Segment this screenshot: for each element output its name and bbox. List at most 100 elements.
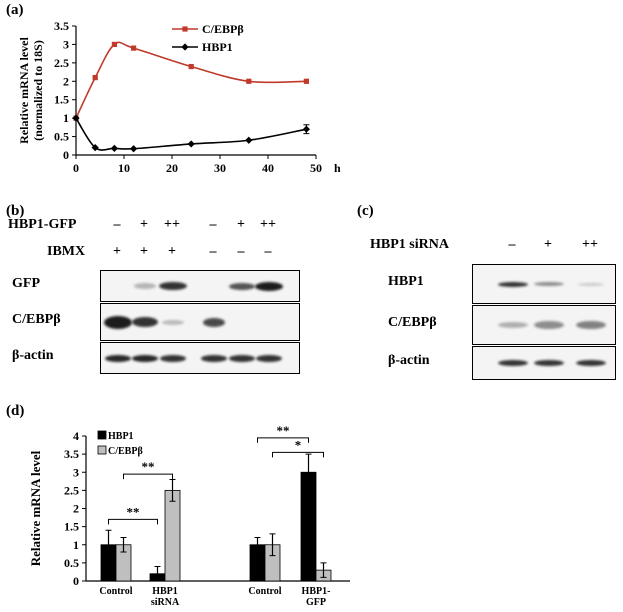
x-tick-label: 30 xyxy=(214,161,226,175)
panel-a-label: (a) xyxy=(6,2,24,18)
protein-band xyxy=(229,354,255,362)
y-tick-label: 1.5 xyxy=(54,93,69,107)
x-category-label: Control xyxy=(99,586,132,597)
protein-band xyxy=(498,281,528,287)
x-unit-label: h xyxy=(334,161,341,175)
legend-label: HBP1 xyxy=(202,40,233,54)
condition-sign: + xyxy=(140,217,148,232)
data-point xyxy=(111,41,117,48)
significance-bracket xyxy=(257,437,309,443)
legend-label: HBP1 xyxy=(108,431,134,442)
condition-label: HBP1 siRNA xyxy=(370,237,449,252)
condition-sign: – xyxy=(237,244,245,259)
y-axis-label: Relative mRNA level xyxy=(28,450,43,566)
panel-d-label: (d) xyxy=(6,403,25,419)
significance-label: ** xyxy=(142,459,155,474)
protein-band xyxy=(105,354,131,362)
condition-sign: ++ xyxy=(164,217,180,232)
protein-band xyxy=(534,360,564,366)
legend-swatch xyxy=(97,445,107,455)
blot-strip xyxy=(100,270,300,302)
x-tick-label: 10 xyxy=(118,161,130,175)
data-point xyxy=(187,140,195,148)
x-category-label: HBP1- xyxy=(302,586,331,597)
series-line xyxy=(75,41,307,119)
data-point xyxy=(72,114,80,122)
protein-band xyxy=(534,321,564,329)
y-tick-label: 0.5 xyxy=(64,556,79,570)
protein-band xyxy=(203,317,225,327)
condition-sign: – xyxy=(508,237,516,252)
condition-sign: ++ xyxy=(260,217,276,232)
significance-label: * xyxy=(295,437,302,452)
blot-strip xyxy=(100,342,300,374)
condition-label: HBP1-GFP xyxy=(8,217,77,232)
condition-sign: ++ xyxy=(582,237,598,252)
condition-sign: + xyxy=(168,244,176,259)
x-tick-label: 40 xyxy=(262,161,274,175)
blot-label: HBP1 xyxy=(388,274,424,289)
protein-band xyxy=(255,281,283,291)
bar-chart-relative-mrna: 0 0.5 1 1.5 2 2.5 3 3.5 4 Relative mRNA level HBP1… xyxy=(28,423,350,608)
y-tick-label: 3 xyxy=(63,37,69,51)
significance-bracket xyxy=(123,473,173,480)
significance-bracket xyxy=(108,518,158,525)
y-axis-label: Relative mRNA level (normalized to 18S) xyxy=(17,37,45,144)
data-point xyxy=(92,75,98,81)
y-tick-label: 1 xyxy=(63,111,69,125)
protein-band xyxy=(576,321,606,329)
y-tick-label: 3.5 xyxy=(64,447,79,461)
blot-strip xyxy=(472,264,616,304)
bar xyxy=(164,489,181,582)
y-tick-label: 3 xyxy=(73,465,79,479)
data-point xyxy=(130,145,138,153)
y-tick-label: 4 xyxy=(73,429,79,443)
y-tick-label: 0 xyxy=(63,148,69,162)
x-tick-label: 0 xyxy=(73,161,79,175)
protein-band xyxy=(134,283,156,289)
legend-marker xyxy=(182,26,188,32)
condition-sign: + xyxy=(113,244,121,259)
blot-label: GFP xyxy=(12,276,40,291)
protein-band xyxy=(132,354,158,362)
y-tick-label: 3.5 xyxy=(54,19,69,33)
blot-strip xyxy=(100,303,300,341)
y-tick-label: 1.5 xyxy=(64,520,79,534)
y-tick-label: 0.5 xyxy=(54,130,69,144)
protein-band xyxy=(104,315,132,329)
y-axis-label-line: (normalized to 18S) xyxy=(31,40,45,141)
protein-band xyxy=(498,360,528,366)
protein-band xyxy=(132,317,158,327)
condition-label: IBMX xyxy=(47,244,86,259)
x-category-label: siRNA xyxy=(151,597,180,608)
data-point xyxy=(303,78,309,84)
panel-c-label: (c) xyxy=(357,203,374,219)
data-point xyxy=(188,63,194,70)
protein-band xyxy=(498,322,528,328)
protein-band xyxy=(576,360,606,366)
data-point xyxy=(302,125,310,133)
y-tick-label: 2.5 xyxy=(54,56,69,70)
protein-band xyxy=(159,282,187,290)
condition-sign: – xyxy=(209,217,217,232)
data-point xyxy=(91,144,99,152)
legend-label: C/EBPβ xyxy=(108,446,143,457)
data-point xyxy=(131,45,137,51)
condition-sign: – xyxy=(209,244,217,259)
x-tick-label: 20 xyxy=(166,161,178,175)
data-point xyxy=(246,78,252,84)
legend-marker xyxy=(181,43,189,51)
protein-band xyxy=(201,354,227,362)
y-axis-label-line: Relative mRNA level xyxy=(17,37,31,144)
x-tick-label: 50 xyxy=(310,161,322,175)
condition-sign: + xyxy=(544,237,552,252)
significance-bracket xyxy=(272,451,324,458)
condition-sign: + xyxy=(237,217,245,232)
x-category-label: Control xyxy=(248,586,281,597)
y-tick-label: 2.5 xyxy=(64,483,79,497)
blot-label: C/EBPβ xyxy=(12,312,61,327)
protein-band xyxy=(534,282,564,286)
panel-b-label: (b) xyxy=(6,203,25,219)
protein-band xyxy=(256,354,282,362)
blot-strip xyxy=(472,346,616,380)
